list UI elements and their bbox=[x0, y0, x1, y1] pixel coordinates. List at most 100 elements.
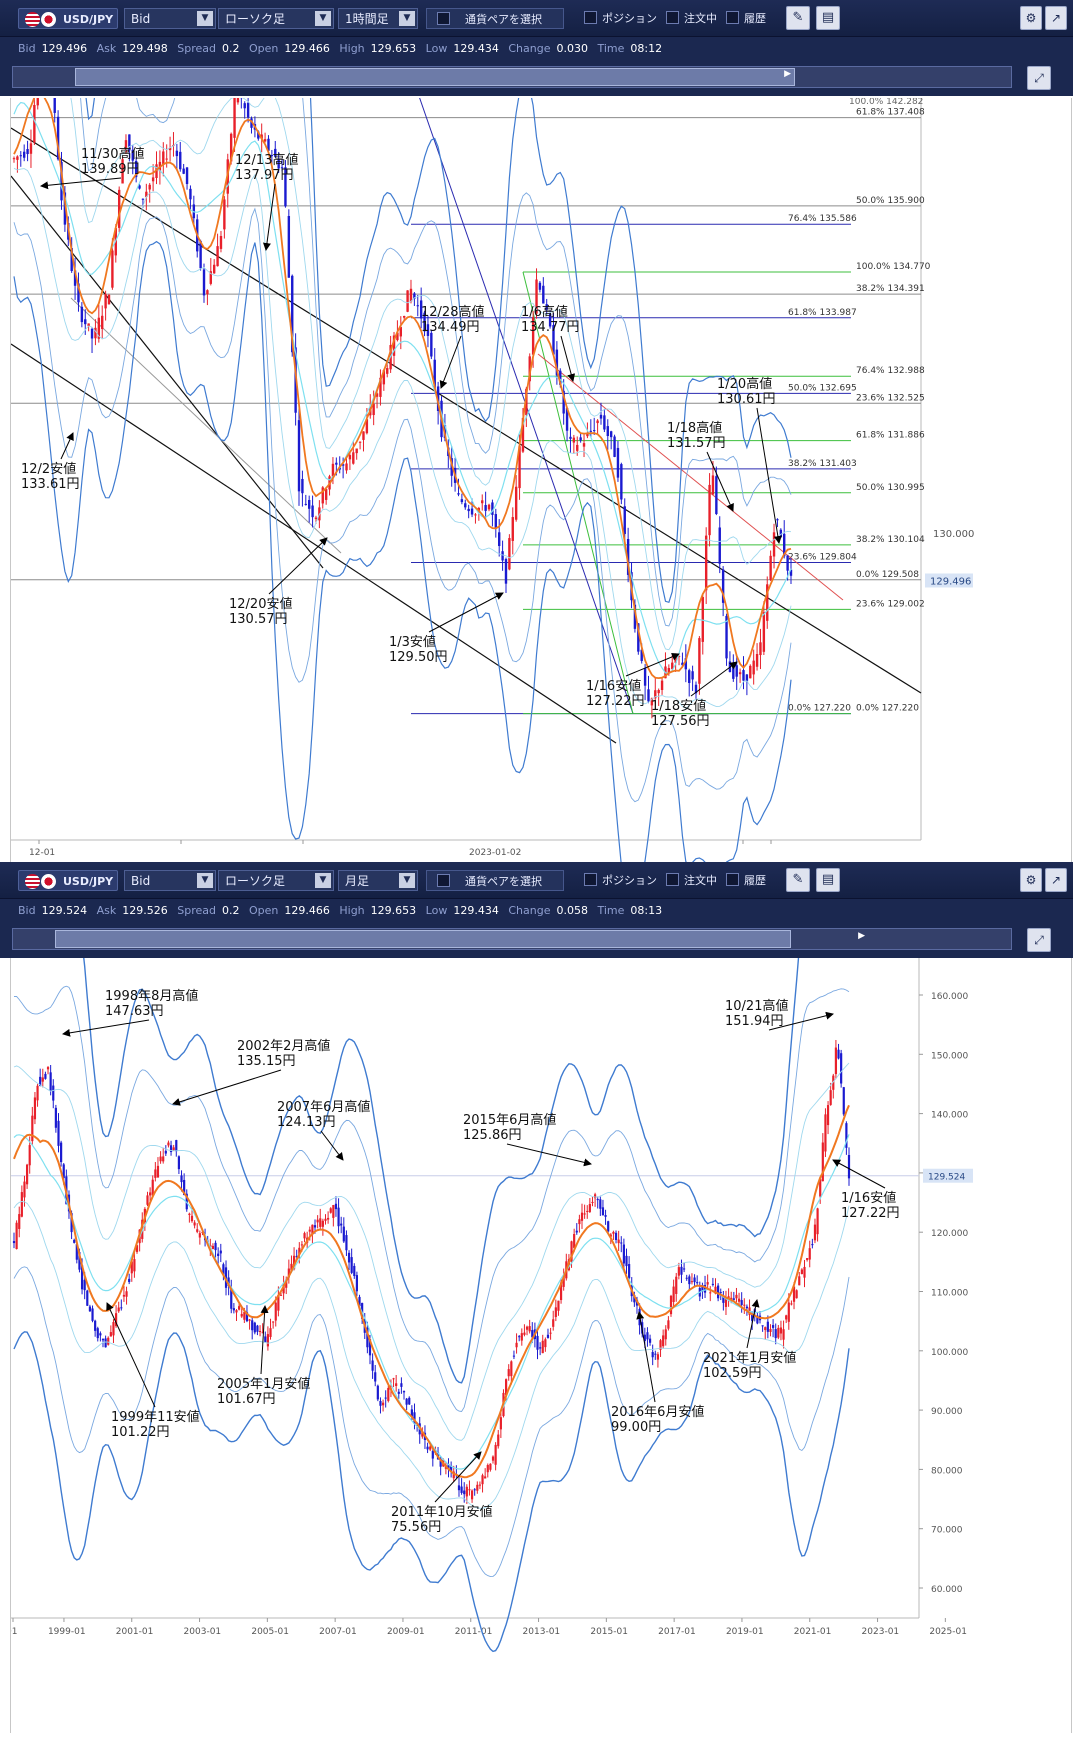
candle-body bbox=[349, 455, 351, 459]
candle-body bbox=[474, 514, 476, 515]
candle-body bbox=[223, 199, 225, 229]
candle-body bbox=[814, 1225, 816, 1241]
navigator-window[interactable] bbox=[75, 68, 795, 86]
position-checkbox[interactable] bbox=[584, 873, 597, 886]
candle-body bbox=[569, 437, 571, 439]
hourly-chart-area[interactable]: 100.0% 142.282140.000130.000129.49612-01… bbox=[10, 98, 1072, 862]
history-label: 履歴 bbox=[744, 8, 766, 29]
trendline bbox=[11, 176, 323, 568]
candle-body bbox=[406, 290, 408, 311]
chevron-right-icon[interactable]: ▶ bbox=[858, 931, 865, 941]
chart-tools-icon[interactable]: ✎ bbox=[786, 6, 810, 30]
pair-checkbox[interactable] bbox=[437, 874, 450, 887]
candle-body bbox=[739, 672, 741, 674]
gear-icon[interactable]: ⚙ bbox=[1020, 868, 1042, 892]
chart-tools-icon[interactable]: ✎ bbox=[786, 868, 810, 892]
bid-key: Bid bbox=[18, 37, 36, 60]
price-tick-label: 120.000 bbox=[931, 1229, 968, 1239]
candle-body bbox=[488, 505, 490, 510]
candle-body bbox=[301, 1244, 303, 1245]
candle-body bbox=[466, 1487, 468, 1497]
navigator-track[interactable]: ▶ bbox=[12, 66, 1012, 88]
candle-body bbox=[476, 1485, 478, 1491]
symbol-button[interactable]: USD/JPY bbox=[18, 8, 118, 29]
price-type-select[interactable]: Bid ▼ bbox=[124, 870, 216, 891]
history-checkbox[interactable] bbox=[726, 11, 739, 24]
candle-body bbox=[481, 1475, 483, 1484]
annotation-title: 1/18高値 bbox=[667, 420, 722, 436]
gear-icon[interactable]: ⚙ bbox=[1020, 6, 1042, 30]
candle-body bbox=[790, 1303, 792, 1304]
annotation-arrow bbox=[833, 1160, 885, 1188]
symbol-button[interactable]: USD/JPY bbox=[18, 870, 118, 891]
time-tick-label: 2023-01-02 bbox=[469, 848, 521, 858]
chart-type-select[interactable]: ローソク足 ▼ bbox=[218, 8, 334, 29]
annotation-arrow bbox=[269, 538, 327, 594]
pair-checkbox[interactable] bbox=[437, 12, 450, 25]
candle-body bbox=[104, 294, 106, 308]
chevron-right-icon[interactable]: ▶ bbox=[784, 69, 791, 79]
timeframe-value: 月足 bbox=[345, 874, 369, 888]
candle-body bbox=[738, 1299, 740, 1302]
annotation-arrow bbox=[707, 452, 733, 511]
candle-body bbox=[377, 1386, 379, 1400]
chart-window-monthly: USD/JPY Bid ▼ ローソク足 ▼ 月足 ▼ 通貨ペアを選択 ポジション… bbox=[0, 862, 1073, 1733]
fib-gray-label: 61.8% 137.408 bbox=[856, 108, 925, 118]
open-value: 129.466 bbox=[284, 37, 330, 60]
price-tick-label: 150.000 bbox=[931, 1051, 968, 1061]
price-type-value: Bid bbox=[131, 12, 150, 26]
candle-body bbox=[348, 1253, 350, 1263]
timeframe-select[interactable]: 1時間足 ▼ bbox=[338, 8, 418, 29]
candle-body bbox=[345, 1235, 347, 1250]
candle-body bbox=[33, 105, 35, 142]
candle-body bbox=[576, 1231, 578, 1233]
chart-type-select[interactable]: ローソク足 ▼ bbox=[218, 870, 334, 891]
candle-body bbox=[773, 532, 775, 556]
candle-body bbox=[21, 1192, 23, 1217]
price-type-select[interactable]: Bid ▼ bbox=[124, 8, 216, 29]
history-checkbox[interactable] bbox=[726, 873, 739, 886]
annotation-title: 1/6高値 bbox=[521, 304, 568, 320]
navigator-window[interactable] bbox=[55, 930, 791, 948]
candle-body bbox=[763, 612, 765, 652]
order-checkbox[interactable] bbox=[666, 11, 679, 24]
candle-body bbox=[481, 500, 483, 503]
fib-green-label: 50.0% 130.995 bbox=[856, 483, 925, 493]
order-checkbox[interactable] bbox=[666, 873, 679, 886]
popout-icon[interactable]: ↗ bbox=[1045, 6, 1067, 30]
select-pair-button[interactable]: 通貨ペアを選択 bbox=[426, 870, 564, 891]
candle-body bbox=[495, 1445, 497, 1465]
position-checkbox[interactable] bbox=[584, 11, 597, 24]
layout-icon[interactable]: ▤ bbox=[816, 6, 840, 30]
annotation-price: 102.59円 bbox=[703, 1366, 762, 1381]
candle-body bbox=[594, 1194, 596, 1198]
monthly-chart-area[interactable]: 160.000150.000140.000130.000120.000110.0… bbox=[10, 958, 1072, 1733]
candle-body bbox=[128, 1279, 130, 1282]
annotation-price: 75.56円 bbox=[391, 1520, 441, 1535]
candle-body bbox=[400, 1383, 402, 1387]
candle-body bbox=[47, 1067, 49, 1069]
candle-body bbox=[678, 1267, 680, 1276]
select-pair-button[interactable]: 通貨ペアを選択 bbox=[426, 8, 564, 29]
candle-body bbox=[764, 1327, 766, 1330]
chevron-down-icon: ▼ bbox=[315, 873, 331, 888]
expand-icon[interactable]: ⤢ bbox=[1027, 66, 1051, 90]
navigator-track[interactable]: ▶ bbox=[12, 928, 1012, 950]
candle-body bbox=[430, 333, 432, 357]
annotation-price: 129.50円 bbox=[389, 650, 448, 665]
candle-body bbox=[623, 1245, 625, 1264]
popout-icon[interactable]: ↗ bbox=[1045, 868, 1067, 892]
candle-body bbox=[811, 1244, 813, 1245]
current-price-label: 129.496 bbox=[930, 576, 971, 587]
timeframe-select[interactable]: 月足 ▼ bbox=[338, 870, 418, 891]
annotation-price: 125.86円 bbox=[463, 1128, 522, 1143]
candle-body bbox=[732, 664, 734, 679]
candle-body bbox=[309, 1230, 311, 1232]
ask-value: 129.526 bbox=[122, 899, 168, 922]
candle-body bbox=[330, 1208, 332, 1212]
expand-icon[interactable]: ⤢ bbox=[1027, 928, 1051, 952]
chevron-down-icon: ▼ bbox=[399, 11, 415, 26]
candle-body bbox=[159, 1157, 161, 1162]
candle-body bbox=[495, 514, 497, 528]
layout-icon[interactable]: ▤ bbox=[816, 868, 840, 892]
